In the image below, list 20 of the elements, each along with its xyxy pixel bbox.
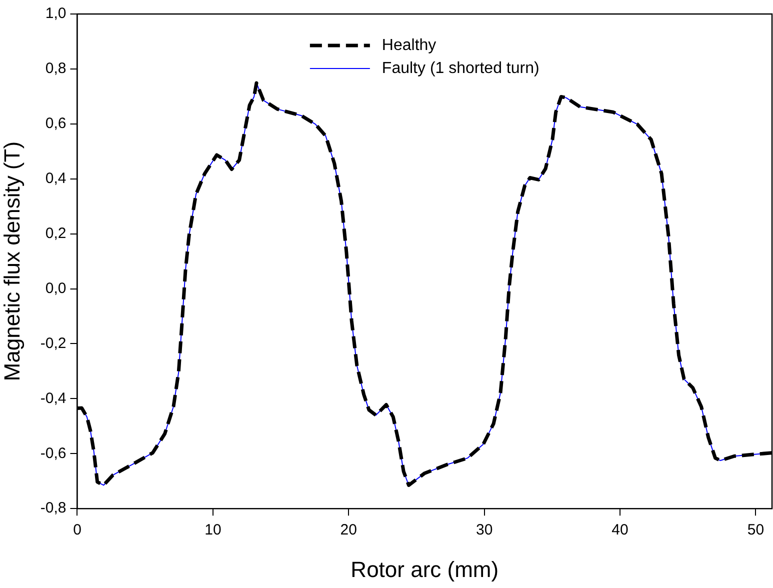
y-tick-label: -0,2 bbox=[40, 334, 66, 352]
y-tick-label: 0,0 bbox=[45, 280, 66, 297]
y-tick-label: -0,4 bbox=[40, 390, 66, 407]
y-tick-label: 1,0 bbox=[45, 5, 66, 22]
y-axis-title: Magnetic flux density (T) bbox=[0, 141, 24, 382]
y-tick-label: -0,6 bbox=[40, 444, 66, 462]
legend-label: Faulty (1 shorted turn) bbox=[382, 60, 540, 77]
y-tick-label: 0,6 bbox=[45, 115, 66, 132]
x-tick-label: 20 bbox=[340, 522, 357, 539]
y-tick-label: 0,4 bbox=[45, 170, 66, 188]
x-tick-label: 0 bbox=[73, 522, 82, 539]
x-tick-label: 30 bbox=[476, 522, 493, 539]
x-tick-label: 50 bbox=[747, 522, 764, 539]
y-tick-label: -0,8 bbox=[40, 500, 66, 517]
x-axis-title: Rotor arc (mm) bbox=[350, 556, 499, 582]
x-tick-label: 10 bbox=[204, 522, 222, 539]
legend-label: Healthy bbox=[382, 36, 436, 54]
y-tick-label: 0,2 bbox=[45, 224, 66, 242]
y-tick-label: 0,8 bbox=[45, 60, 66, 78]
x-tick-label: 40 bbox=[612, 522, 628, 539]
